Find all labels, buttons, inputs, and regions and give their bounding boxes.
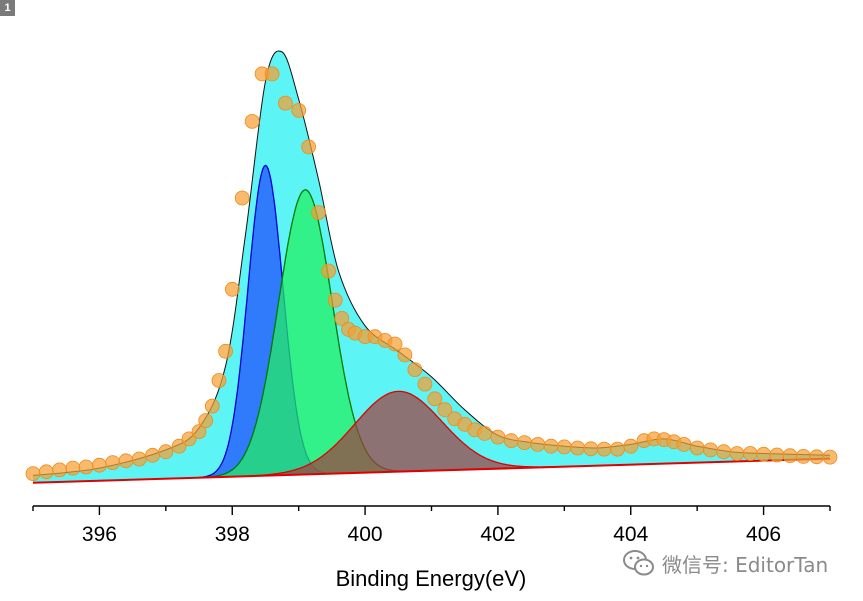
data-point [517,435,532,451]
data-point [321,263,337,279]
data-point [417,376,433,392]
data-point [244,114,260,129]
wechat-icon [623,550,654,576]
data-point [301,139,317,155]
data-point [38,464,54,480]
data-point [703,442,718,458]
data-point [211,373,227,388]
data-point [729,446,745,461]
data-point [809,449,825,465]
data-point [191,424,207,440]
data-point [596,441,612,457]
data-point [570,440,585,456]
data-point [387,336,403,352]
panel-label: 1 [0,0,15,16]
data-point [716,444,732,460]
data-point [224,281,240,297]
data-point [742,446,758,461]
data-point [171,438,187,454]
data-point [477,425,493,441]
x-axis: 396 398 400 402 404 406 [32,505,831,546]
data-point [145,447,161,463]
data-point [118,453,134,469]
data-point [291,103,307,118]
data-point [407,362,423,378]
data-point [234,190,250,206]
watermark-text: 微信号: EditorTan [662,552,829,577]
data-point [769,447,785,463]
data-point [204,398,220,414]
data-point [822,449,838,465]
data-point [530,436,546,452]
data-point [25,466,41,482]
x-tick-label: 396 [82,523,117,546]
data-point [556,439,572,455]
data-point [427,391,443,407]
data-point [782,448,798,464]
data-point [158,444,174,460]
x-tick-label: 404 [613,523,648,546]
data-point [131,451,147,467]
x-tick-label: 406 [746,523,781,546]
data-point [311,205,327,221]
x-tick-label: 398 [215,523,250,546]
data-point [334,310,350,326]
baseline-line [32,457,831,484]
data-point [327,292,343,308]
watermark: 微信号: EditorTan [622,548,828,578]
data-point [277,95,293,111]
peak-3-fill [33,391,830,483]
data-point [218,343,234,359]
data-point [437,402,453,418]
x-tick-label: 402 [480,523,515,546]
data-point [610,441,625,457]
x-axis-label: Binding Energy(eV) [336,566,527,591]
data-point [198,413,214,429]
data-point [181,431,197,447]
data-point [52,462,67,478]
data-point [543,438,559,454]
data-point [78,459,94,475]
data-point [689,440,705,456]
x-axis-ticks: 396 398 400 402 404 406 [32,506,831,546]
data-point [490,429,506,445]
data-point [756,446,771,462]
data-point [65,460,81,476]
data-point [397,347,413,363]
data-point [92,457,107,473]
data-point [105,455,121,471]
plot-area [25,50,838,484]
data-point [623,438,639,454]
x-tick-label: 400 [348,523,383,546]
data-point [264,66,280,82]
data-point [583,441,599,457]
data-point [503,433,519,449]
envelope-fill [33,50,830,483]
data-point [796,448,811,464]
data-point [676,436,692,452]
